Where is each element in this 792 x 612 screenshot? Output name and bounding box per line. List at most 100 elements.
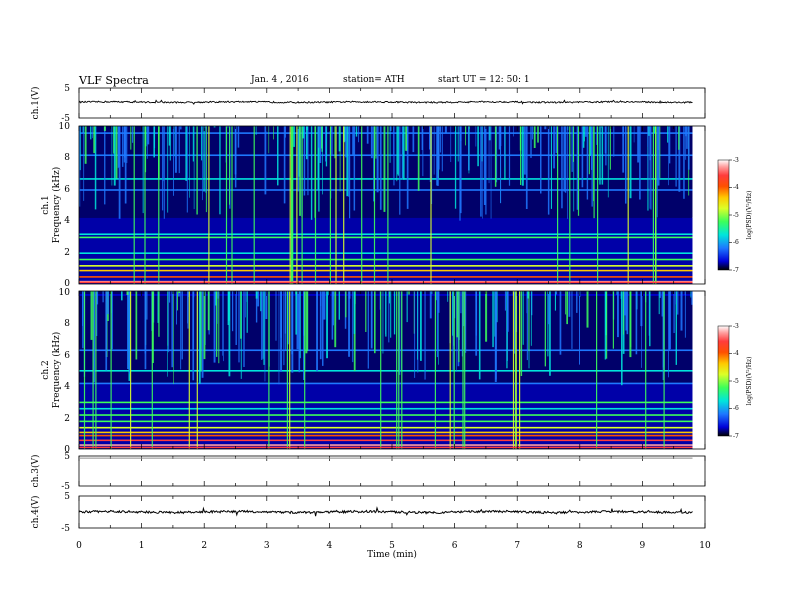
sferic-strong	[462, 291, 464, 449]
emission-line	[79, 178, 693, 180]
sferic	[573, 126, 574, 162]
sferic	[365, 291, 367, 332]
sferic-strong	[292, 126, 294, 284]
sferic	[104, 126, 106, 205]
sferic	[235, 291, 237, 345]
sferic	[238, 291, 240, 363]
ch2-cb-tick-m6: -6	[733, 405, 739, 412]
sferic	[353, 126, 356, 211]
sferic	[436, 126, 438, 186]
sferic	[625, 126, 627, 204]
sferic	[153, 126, 155, 158]
sferic	[690, 291, 692, 298]
sferic	[318, 126, 320, 148]
sferic	[331, 291, 334, 340]
sferic	[457, 126, 459, 162]
sferic	[255, 291, 258, 299]
ch1-spec-ytick-6: 6	[64, 185, 70, 195]
ch2-colorbar-label: log(PSD)(V²/Hz)	[746, 357, 753, 406]
sferic	[498, 126, 501, 150]
sferic-strong	[557, 126, 559, 284]
sferic	[358, 126, 359, 143]
sferic	[414, 291, 416, 378]
sferic	[607, 126, 609, 198]
sferic	[325, 126, 328, 167]
sferic	[268, 126, 270, 154]
sferic	[118, 126, 121, 219]
sferic	[433, 126, 435, 175]
sferic	[650, 126, 652, 210]
sferic	[92, 126, 93, 139]
sferic-strong	[645, 291, 647, 449]
sferic	[278, 291, 280, 385]
sferic	[185, 126, 188, 181]
sferic-strong	[335, 126, 337, 284]
sferic	[571, 126, 573, 172]
emission-line	[79, 407, 693, 410]
sferic	[370, 126, 373, 159]
sferic	[273, 126, 274, 140]
sferic	[299, 126, 301, 216]
emission-line	[79, 401, 693, 404]
emission-line	[79, 431, 693, 434]
x-tick-label: 8	[577, 541, 583, 551]
sferic	[494, 291, 497, 382]
sferic	[322, 126, 323, 195]
sferic	[262, 291, 264, 359]
sferic	[117, 126, 119, 169]
sferic	[465, 126, 466, 146]
sferic	[83, 126, 85, 201]
sferic	[555, 126, 558, 154]
ch4-ytick-bottom: -5	[61, 524, 70, 534]
sferic	[647, 126, 649, 147]
sferic	[246, 291, 248, 333]
sferic	[332, 291, 335, 297]
sferic	[613, 126, 615, 157]
sferic	[130, 126, 132, 150]
sferic-strong	[398, 291, 400, 449]
sferic	[669, 291, 671, 349]
sferic	[468, 126, 470, 174]
sferic	[478, 291, 481, 380]
sferic	[264, 291, 266, 382]
sferic	[657, 126, 660, 186]
sferic	[421, 126, 423, 150]
sferic	[352, 126, 354, 155]
sferic	[399, 126, 401, 215]
ch4-ytick-top: 5	[64, 492, 70, 502]
ch1-panel: 5 -5 ch.1(V)	[30, 84, 706, 124]
sferic-strong	[83, 291, 86, 449]
sferic	[205, 126, 207, 213]
sferic	[331, 126, 333, 156]
x-tick-label: 7	[514, 541, 520, 551]
sferic	[366, 126, 369, 144]
ch3-panel: 5 -5 ch.3(V)	[30, 452, 706, 492]
sferic-strong	[652, 126, 654, 284]
sferic	[302, 126, 305, 139]
sferic	[325, 126, 326, 162]
sferic	[553, 126, 555, 169]
sferic	[506, 291, 508, 369]
sferic	[144, 291, 147, 370]
sferic	[559, 291, 562, 355]
sferic	[401, 126, 403, 180]
sferic	[177, 291, 178, 311]
sferic-strong	[512, 291, 515, 449]
sferic	[303, 291, 305, 336]
sferic	[576, 126, 579, 210]
sferic	[640, 291, 643, 327]
sferic	[283, 126, 286, 204]
ch1-trace	[78, 99, 693, 105]
sferic-strong	[208, 126, 210, 284]
sferic	[662, 291, 664, 381]
x-tick-label: 1	[139, 541, 145, 551]
x-tick-labels: 0 1 2 3 4 5 6 7 8 9 10	[76, 541, 711, 551]
sferic	[673, 291, 675, 333]
sferic	[122, 126, 124, 167]
sferic	[504, 126, 505, 168]
ch1-cb-tick-m4: -4	[733, 184, 739, 191]
sferic	[202, 126, 203, 201]
sferic-strong	[597, 126, 599, 284]
emission-line	[79, 276, 693, 278]
sferic	[113, 126, 116, 186]
